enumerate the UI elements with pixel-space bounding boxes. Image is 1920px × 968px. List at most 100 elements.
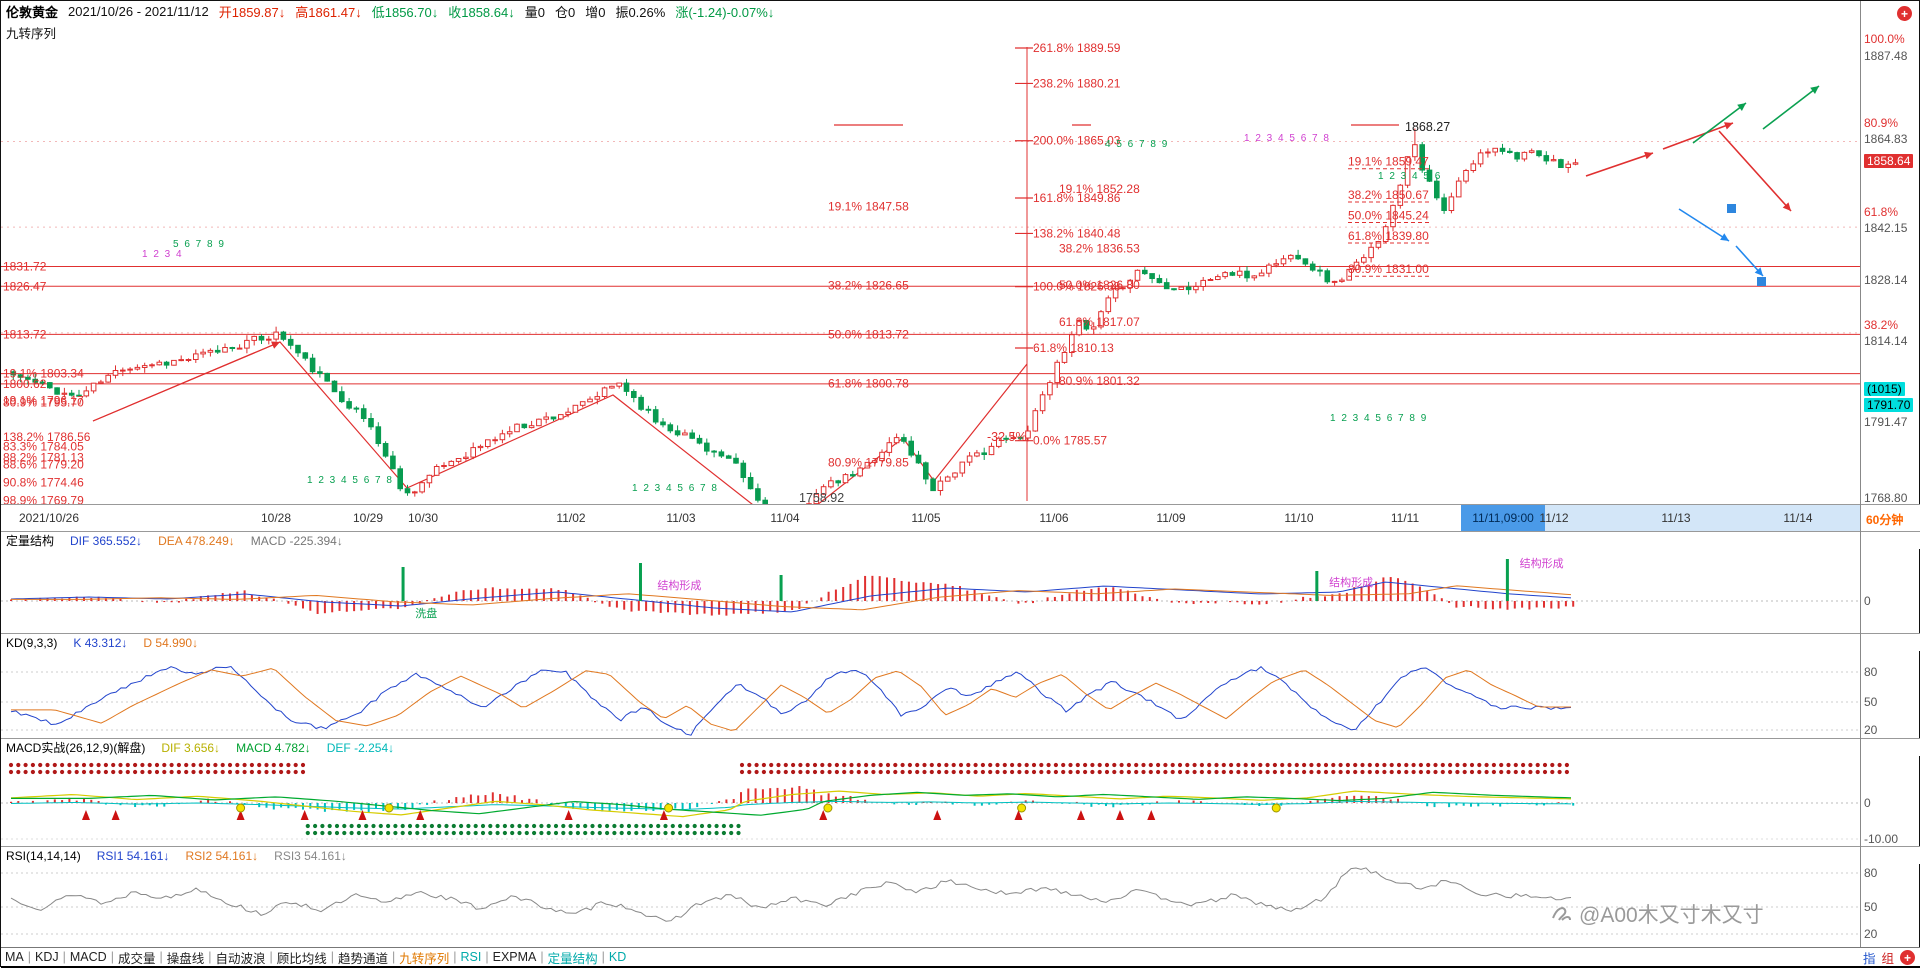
- tab-guppy[interactable]: 顾比均线: [277, 948, 327, 967]
- axis-label: 20: [1864, 723, 1877, 737]
- svg-text:19.1% 1847.58: 19.1% 1847.58: [828, 200, 909, 214]
- date-range: 2021/10/26 - 2021/11/12: [68, 4, 209, 19]
- header-field: 增0: [585, 2, 605, 21]
- tool-plus-icon[interactable]: +: [1897, 6, 1912, 21]
- axis-label: 0: [1864, 796, 1871, 810]
- price-tag: 1791.70: [1864, 398, 1913, 412]
- axis-date[interactable]: 11/03: [666, 511, 695, 525]
- tab-quant-structure[interactable]: 定量结构: [548, 948, 598, 967]
- quant-structure-chart[interactable]: 洗盘结构形成结构形成结构形成: [1, 549, 1860, 633]
- axis-date[interactable]: 2021/10/26: [19, 511, 79, 525]
- kd-chart[interactable]: [1, 651, 1860, 738]
- axis-label: 1768.80: [1864, 491, 1907, 505]
- tool-group[interactable]: 组: [1881, 948, 1894, 967]
- axis-label: 1887.48: [1864, 49, 1907, 63]
- axis-date[interactable]: 11/06: [1039, 511, 1068, 525]
- axis-label: 50: [1864, 900, 1877, 914]
- tab-rsi[interactable]: RSI: [461, 950, 482, 964]
- axis-label: 1864.83: [1864, 132, 1907, 146]
- axis-label: 100.0%: [1864, 32, 1905, 46]
- svg-text:80.9% 1779.85: 80.9% 1779.85: [828, 455, 909, 469]
- tab-separator: |: [269, 950, 272, 964]
- indicator-value: RSI2 54.161↓: [185, 849, 258, 863]
- axis-date[interactable]: 11/02: [556, 511, 585, 525]
- svg-text:1 2 3 4 5 6 7 8: 1 2 3 4 5 6 7 8: [632, 483, 718, 494]
- tab-kd[interactable]: KD: [609, 950, 626, 964]
- panel-title: MACD实战(26,12,9)(解盘): [6, 739, 145, 756]
- svg-text:38.2% 1850.67: 38.2% 1850.67: [1348, 188, 1429, 202]
- tool-indicator[interactable]: 指: [1863, 948, 1876, 967]
- svg-text:0.0% 1785.57: 0.0% 1785.57: [1033, 434, 1107, 448]
- svg-text:80.9% 1831.00: 80.9% 1831.00: [1348, 262, 1429, 276]
- axis-date[interactable]: 11/09: [1156, 511, 1185, 525]
- axis-label: 20: [1864, 927, 1877, 941]
- svg-text:238.2% 1880.21: 238.2% 1880.21: [1033, 76, 1121, 90]
- axis-date[interactable]: 11/04: [770, 511, 799, 525]
- axis-date[interactable]: 10/28: [261, 511, 291, 525]
- axis-label: 1791.47: [1864, 415, 1907, 429]
- axis-label: 1814.14: [1864, 334, 1907, 348]
- macd-chart[interactable]: [1, 756, 1860, 846]
- tab-auto-wave[interactable]: 自动波浪: [215, 948, 265, 967]
- svg-text:1800.62: 1800.62: [3, 377, 47, 391]
- axis-date[interactable]: 11/10: [1284, 511, 1313, 525]
- axis-label: 61.8%: [1864, 205, 1898, 219]
- tab-trade-line[interactable]: 操盘线: [167, 948, 205, 967]
- axis-label: -10.00: [1864, 832, 1898, 846]
- header-field: 开1859.87↓: [219, 2, 286, 21]
- tab-nine-turn[interactable]: 九转序列: [399, 948, 449, 967]
- svg-text:50.0% 1845.24: 50.0% 1845.24: [1348, 208, 1429, 222]
- panel-macd-header: MACD实战(26,12,9)(解盘)DIF 3.656↓MACD 4.782↓…: [1, 738, 1920, 756]
- panel-rsi-header: RSI(14,14,14)RSI1 54.161↓RSI2 54.161↓RSI…: [1, 846, 1920, 864]
- axis-date[interactable]: 10/29: [353, 511, 383, 525]
- panel-title: 定量结构: [6, 532, 54, 549]
- tab-separator: |: [453, 950, 456, 964]
- svg-text:98.9% 1769.79: 98.9% 1769.79: [3, 493, 84, 504]
- tab-separator: |: [485, 950, 488, 964]
- svg-text:61.8% 1810.13: 61.8% 1810.13: [1033, 341, 1114, 355]
- crosshair-time-label: 11/11,09:00: [1461, 505, 1545, 531]
- axis-date[interactable]: 11/14: [1783, 511, 1812, 525]
- svg-text:50.0% 1813.72: 50.0% 1813.72: [828, 327, 909, 341]
- header-field: 振0.26%: [615, 2, 665, 21]
- svg-text:1868.27: 1868.27: [1405, 120, 1450, 134]
- axis-date[interactable]: 11/05: [911, 511, 940, 525]
- panel-kd-header: KD(9,3,3)K 43.312↓D 54.990↓: [1, 633, 1920, 651]
- svg-text:结构形成: 结构形成: [1520, 556, 1564, 570]
- add-indicator-icon[interactable]: +: [1900, 950, 1915, 965]
- indicator-value: DIF 3.656↓: [161, 741, 220, 755]
- svg-text:261.8% 1889.59: 261.8% 1889.59: [1033, 41, 1121, 55]
- svg-text:5 6 7 8 9: 5 6 7 8 9: [173, 239, 225, 250]
- tab-kdj[interactable]: KDJ: [35, 950, 59, 964]
- axis-label: 0: [1864, 594, 1871, 608]
- tab-macd[interactable]: MACD: [70, 950, 107, 964]
- time-axis[interactable]: 11/11,09:00 2021/10/26 10/28 10/29 10/30 11/0…: [1, 504, 1920, 531]
- svg-text:1826.47: 1826.47: [3, 279, 47, 293]
- tab-separator: |: [540, 950, 543, 964]
- axis-date[interactable]: 11/13: [1661, 511, 1690, 525]
- tab-expma[interactable]: EXPMA: [493, 950, 537, 964]
- svg-text:1 2 3 4 5 6 7 8 9: 1 2 3 4 5 6 7 8 9: [307, 475, 405, 486]
- tab-separator: |: [392, 950, 395, 964]
- svg-text:4 5 6 7 8 9: 4 5 6 7 8 9: [1105, 139, 1169, 150]
- axis-label: 80.9%: [1864, 116, 1898, 130]
- watermark: @A00木又寸木又寸: [1549, 899, 1764, 929]
- axis-label: 38.2%: [1864, 318, 1898, 332]
- axis-date[interactable]: 10/30: [408, 511, 438, 525]
- axis-date[interactable]: 11/12: [1539, 511, 1568, 525]
- svg-text:1 2 3 4: 1 2 3 4: [142, 249, 183, 260]
- axis-label: 80: [1864, 665, 1877, 679]
- axis-date[interactable]: 11/11: [1391, 511, 1419, 525]
- tab-volume[interactable]: 成交量: [118, 948, 156, 967]
- svg-text:61.8% 1800.78: 61.8% 1800.78: [828, 376, 909, 390]
- svg-text:19.1% 1852.28: 19.1% 1852.28: [1059, 182, 1140, 196]
- tab-ma[interactable]: MA: [5, 950, 24, 964]
- tab-trend-channel[interactable]: 趋势通道: [338, 948, 388, 967]
- svg-text:61.8% 1839.80: 61.8% 1839.80: [1348, 229, 1429, 243]
- svg-text:-32.5%: -32.5%: [987, 430, 1027, 444]
- header-field: 量0: [525, 2, 545, 21]
